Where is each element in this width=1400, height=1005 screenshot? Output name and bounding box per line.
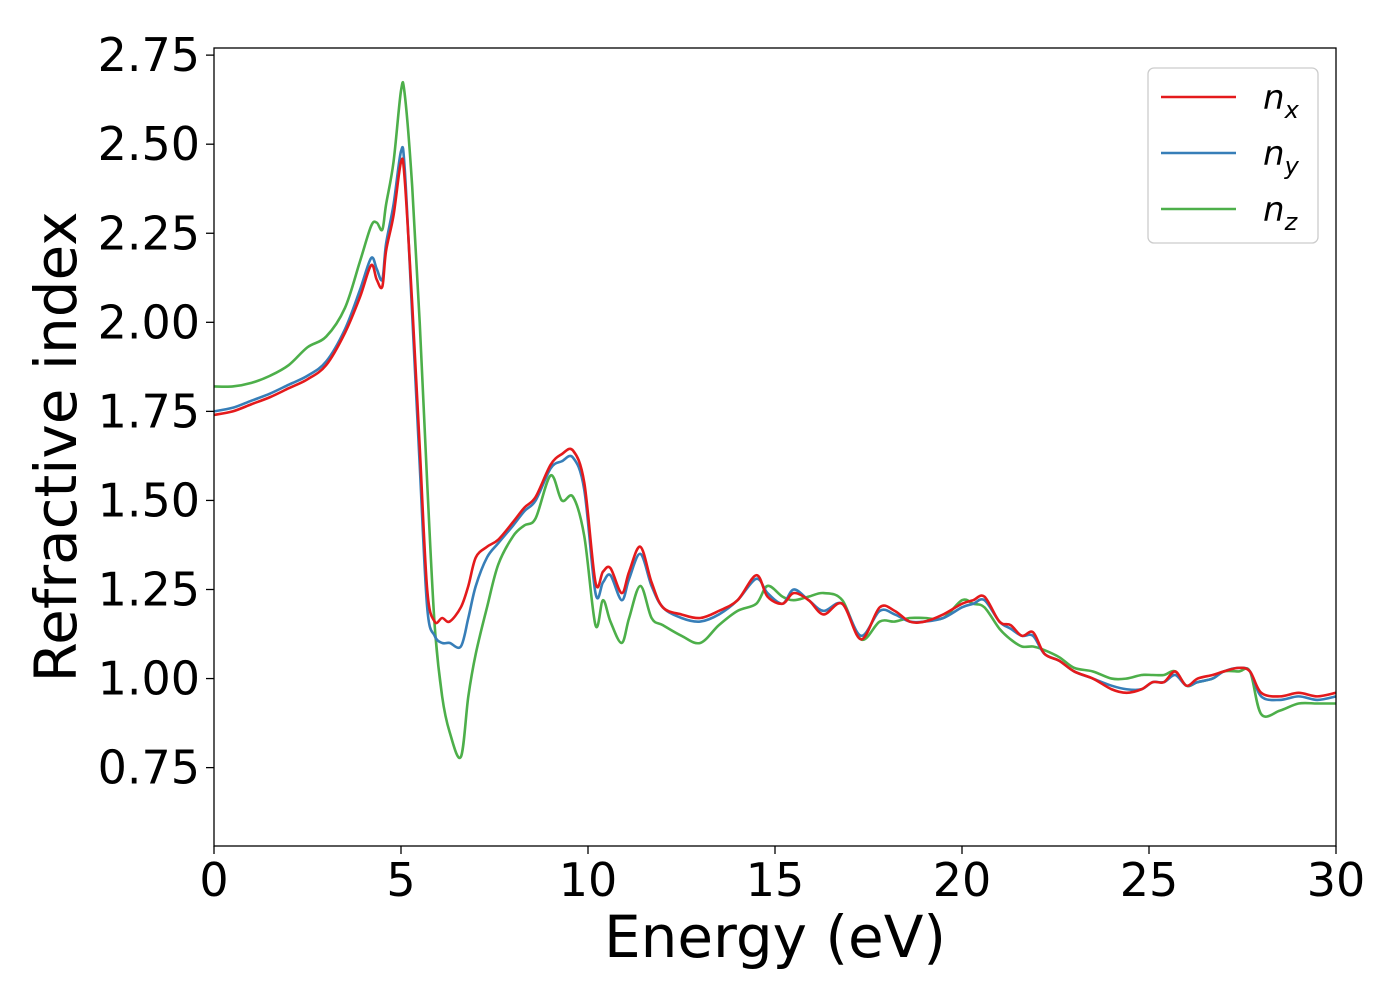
plot-area <box>214 80 1336 760</box>
legend-label: ny <box>1263 134 1300 180</box>
x-tick-label: 20 <box>933 853 992 907</box>
y-tick-label: 1.50 <box>98 473 200 527</box>
x-axis-title: Energy (eV) <box>604 903 946 971</box>
legend-item-y: ny <box>1161 134 1300 180</box>
legend-box <box>1147 67 1319 244</box>
y-tick-label: 2.75 <box>98 28 200 82</box>
y-tick-label: 1.25 <box>98 563 200 617</box>
y-axis-title: Refractive index <box>22 211 90 682</box>
legend-label: nx <box>1263 78 1300 124</box>
y-tick-label: 2.00 <box>98 295 200 349</box>
series-line-n-x <box>214 157 1336 698</box>
y-tick-label: 2.25 <box>98 206 200 260</box>
x-tick-label: 30 <box>1307 853 1366 907</box>
legend: nx ny nz <box>1147 67 1319 244</box>
y-tick-label: 1.75 <box>98 384 200 438</box>
y-tick-label: 0.75 <box>98 741 200 795</box>
x-tick-label: 5 <box>386 853 415 907</box>
y-axis: 0.75 1.00 1.25 1.50 1.75 2.00 2.25 2.50 2.75 <box>98 28 214 795</box>
x-tick-label: 0 <box>199 853 228 907</box>
legend-item-x: nx <box>1161 78 1300 124</box>
legend-label: nz <box>1263 190 1299 236</box>
y-tick-label: 1.00 <box>98 652 200 706</box>
x-tick-label: 15 <box>746 853 805 907</box>
legend-item-z: nz <box>1161 190 1299 236</box>
x-tick-label: 10 <box>559 853 618 907</box>
series-line-n-y <box>214 145 1336 702</box>
x-tick-label: 25 <box>1120 853 1179 907</box>
y-tick-label: 2.50 <box>98 117 200 171</box>
x-axis: 0 5 10 15 20 25 30 <box>199 846 1365 907</box>
series-line-n-z <box>214 80 1336 760</box>
